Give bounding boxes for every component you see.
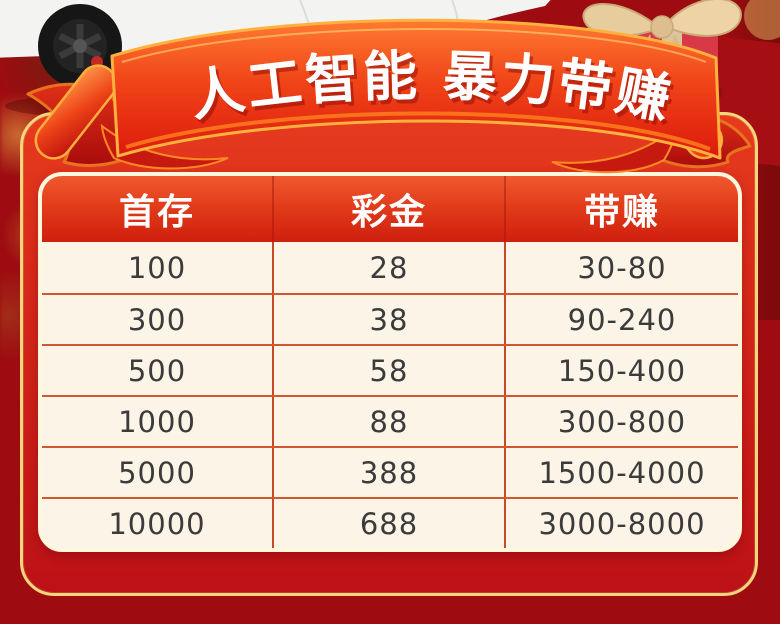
cell-earn: 90-240 — [567, 302, 677, 337]
header-cell-bonus: 彩金 — [274, 176, 506, 242]
table-row: 100 28 30-80 — [42, 242, 738, 293]
cell-deposit: 300 — [42, 295, 274, 344]
table-row: 5000 388 1500-4000 — [42, 446, 738, 497]
cell-deposit: 1000 — [42, 397, 274, 446]
cell-bonus: 28 — [274, 242, 506, 293]
cell-bonus: 388 — [274, 448, 506, 497]
cell-bonus: 88 — [274, 397, 506, 446]
cell-deposit: 100 — [42, 242, 274, 293]
cell-earn: 150-400 — [557, 353, 687, 388]
header-cell-earn: 带赚 — [583, 192, 660, 233]
header-cell-deposit: 首存 — [42, 176, 274, 242]
cell-deposit: 10000 — [42, 499, 274, 548]
cell-earn: 3000-8000 — [538, 506, 706, 541]
table-header-row: 首存 彩金 带赚 — [42, 176, 738, 242]
table-row: 10000 688 3000-8000 — [42, 497, 738, 548]
car-icon — [0, 0, 642, 120]
cell-bonus: 688 — [274, 499, 506, 548]
table-row: 500 58 150-400 — [42, 344, 738, 395]
cell-bonus: 38 — [274, 295, 506, 344]
table-body: 100 28 30-80 300 38 90-240 500 58 150-40… — [42, 242, 738, 548]
cell-deposit: 5000 — [42, 448, 274, 497]
cell-deposit: 500 — [42, 346, 274, 395]
promo-table: 首存 彩金 带赚 100 28 30-80 300 38 90-240 500 … — [38, 172, 742, 552]
table-row: 300 38 90-240 — [42, 293, 738, 344]
cell-bonus: 58 — [274, 346, 506, 395]
cell-earn: 1500-4000 — [538, 455, 706, 490]
cell-earn: 30-80 — [577, 250, 667, 285]
cell-earn: 300-800 — [557, 404, 687, 439]
table-row: 1000 88 300-800 — [42, 395, 738, 446]
